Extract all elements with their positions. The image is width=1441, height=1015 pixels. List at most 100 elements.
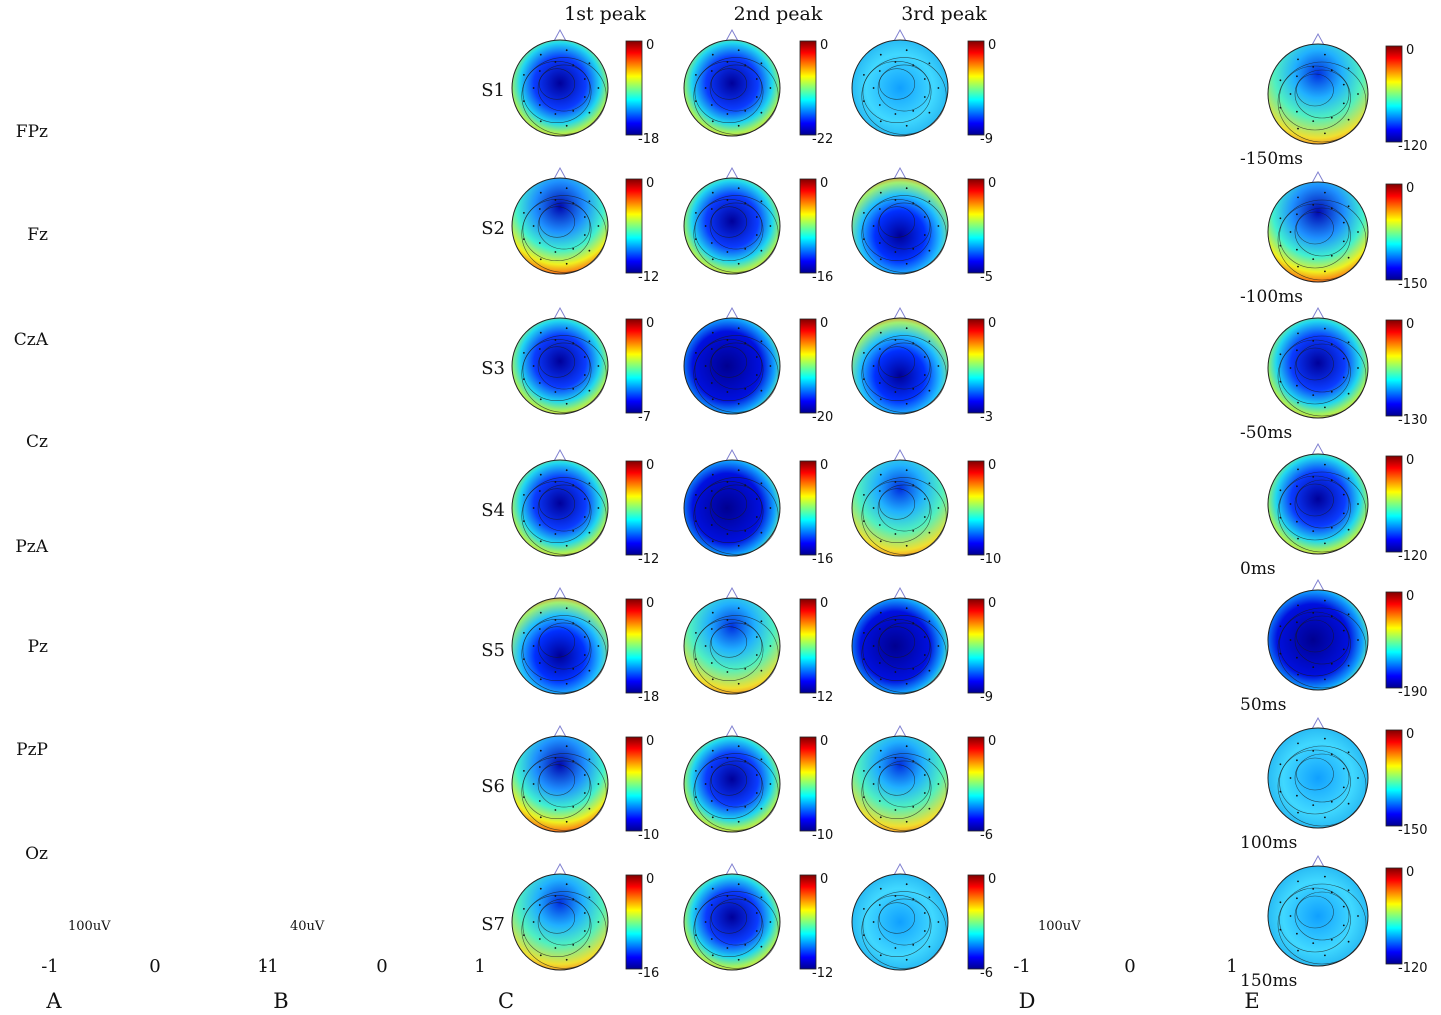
electrode-dot	[1342, 648, 1345, 651]
contour-line	[1294, 479, 1350, 529]
colorbar-s3-p2: 0 -20	[799, 316, 833, 425]
electrode-dot	[928, 482, 931, 485]
electrode-dot	[1296, 75, 1298, 78]
electrode-dot	[872, 783, 875, 785]
electrode-dot	[760, 758, 763, 761]
electrode-dot	[744, 248, 747, 250]
electrode-dot	[523, 908, 525, 910]
electrode-dot	[737, 607, 740, 610]
contour-line	[522, 60, 592, 124]
electrode-dot	[1297, 604, 1299, 607]
electrode-dot	[878, 524, 881, 526]
colorbar-gradient	[967, 736, 985, 832]
electrode-dot	[744, 530, 747, 532]
contour-line	[693, 477, 779, 555]
electrode-dot	[532, 783, 535, 785]
electrode-dot	[554, 61, 557, 63]
electrode-dot	[523, 934, 525, 936]
electrode-dot	[565, 820, 568, 823]
contour-line	[1277, 607, 1367, 689]
colorbar-s1-p2: 0 -22	[799, 38, 833, 147]
electrode-dot	[565, 327, 568, 330]
contour-line	[862, 756, 932, 820]
topomap-s2-p3	[851, 166, 949, 275]
colorbar-s6-p1: 0 -10	[625, 734, 659, 843]
colorbar-max-label: 0	[646, 458, 654, 473]
colorbar-min-label: -16	[812, 270, 833, 285]
contour-line	[710, 346, 748, 378]
scalp-map	[683, 873, 781, 971]
contour-line	[537, 342, 591, 390]
time-label: 0ms	[1240, 559, 1276, 579]
electrode-dot	[1289, 777, 1292, 779]
electrode-dot	[744, 388, 747, 390]
electrode-dot	[588, 249, 591, 252]
contour-line	[709, 342, 763, 390]
contour-line	[1279, 887, 1351, 953]
electrode-dot	[769, 87, 772, 89]
electrode-dot	[755, 930, 758, 932]
electrode-dot	[760, 340, 763, 343]
contour-line	[521, 615, 607, 693]
colorbar-gradient	[967, 460, 985, 556]
electrode-dot	[863, 770, 865, 772]
electrode-dot	[894, 533, 897, 535]
contour-line	[878, 206, 916, 238]
contour-line	[521, 335, 607, 413]
colorbar-s2-p3: 0 -5	[967, 176, 996, 285]
contour-line	[537, 898, 591, 946]
electrode-dot	[572, 622, 575, 624]
electrode-dot	[1324, 737, 1326, 740]
electrode-dot	[1279, 516, 1282, 519]
electrode-dot	[1347, 256, 1350, 259]
electrode-dot	[711, 540, 714, 543]
electrode-dot	[1342, 512, 1345, 515]
electrode-dot	[1347, 613, 1350, 616]
electrode-dot	[572, 202, 575, 205]
electrode-dot	[704, 87, 707, 89]
colorbar-min-label: -10	[638, 828, 659, 843]
contour-line	[709, 484, 763, 532]
contour-line	[1296, 73, 1334, 107]
contour-line	[693, 195, 779, 273]
electrode-dot	[1357, 367, 1359, 369]
electrode-dot	[923, 912, 926, 914]
colorbar-s5-p3: 0 -9	[967, 596, 996, 705]
contour-line	[862, 894, 932, 958]
subject-label: S6	[481, 776, 505, 797]
electrode-dot	[928, 389, 931, 392]
electrode-dot	[711, 749, 714, 752]
electrode-dot	[755, 654, 758, 656]
colorbar-min-label: -190	[1398, 685, 1428, 700]
colorbar-gradient	[1385, 867, 1403, 965]
colorbar-max-label: 0	[1406, 865, 1414, 880]
electrode-dot	[937, 507, 940, 509]
electrode-dot	[523, 770, 525, 772]
contour-line	[1279, 475, 1351, 541]
electrode-dot	[905, 607, 908, 610]
scalp-map	[683, 177, 781, 275]
contour-line	[538, 764, 576, 796]
electrode-dot	[928, 249, 931, 252]
time-label: -50ms	[1240, 423, 1292, 443]
electrode-dot	[760, 62, 763, 65]
electrode-dot	[523, 632, 525, 634]
electrode-dot	[597, 783, 600, 785]
electrode-dot	[1289, 503, 1292, 505]
electrode-dot	[1312, 204, 1315, 206]
electrode-dot	[879, 331, 882, 334]
colorbar-gradient	[1385, 729, 1403, 827]
electrode-dot	[1289, 231, 1292, 233]
contour-line	[694, 198, 764, 262]
electrode-dot	[1312, 340, 1315, 342]
topomap-s4-p2	[683, 448, 781, 557]
electrode-dot	[1330, 891, 1333, 894]
colorbar-max-label: 0	[646, 872, 654, 887]
electrode-dot	[588, 807, 591, 810]
colorbar-max-label: 0	[820, 734, 828, 749]
electrode-dot	[588, 620, 591, 623]
electrode-dot	[1296, 656, 1298, 659]
nose-icon	[725, 862, 739, 876]
electrode-dot	[695, 494, 697, 496]
electrode-dot	[1330, 753, 1333, 756]
